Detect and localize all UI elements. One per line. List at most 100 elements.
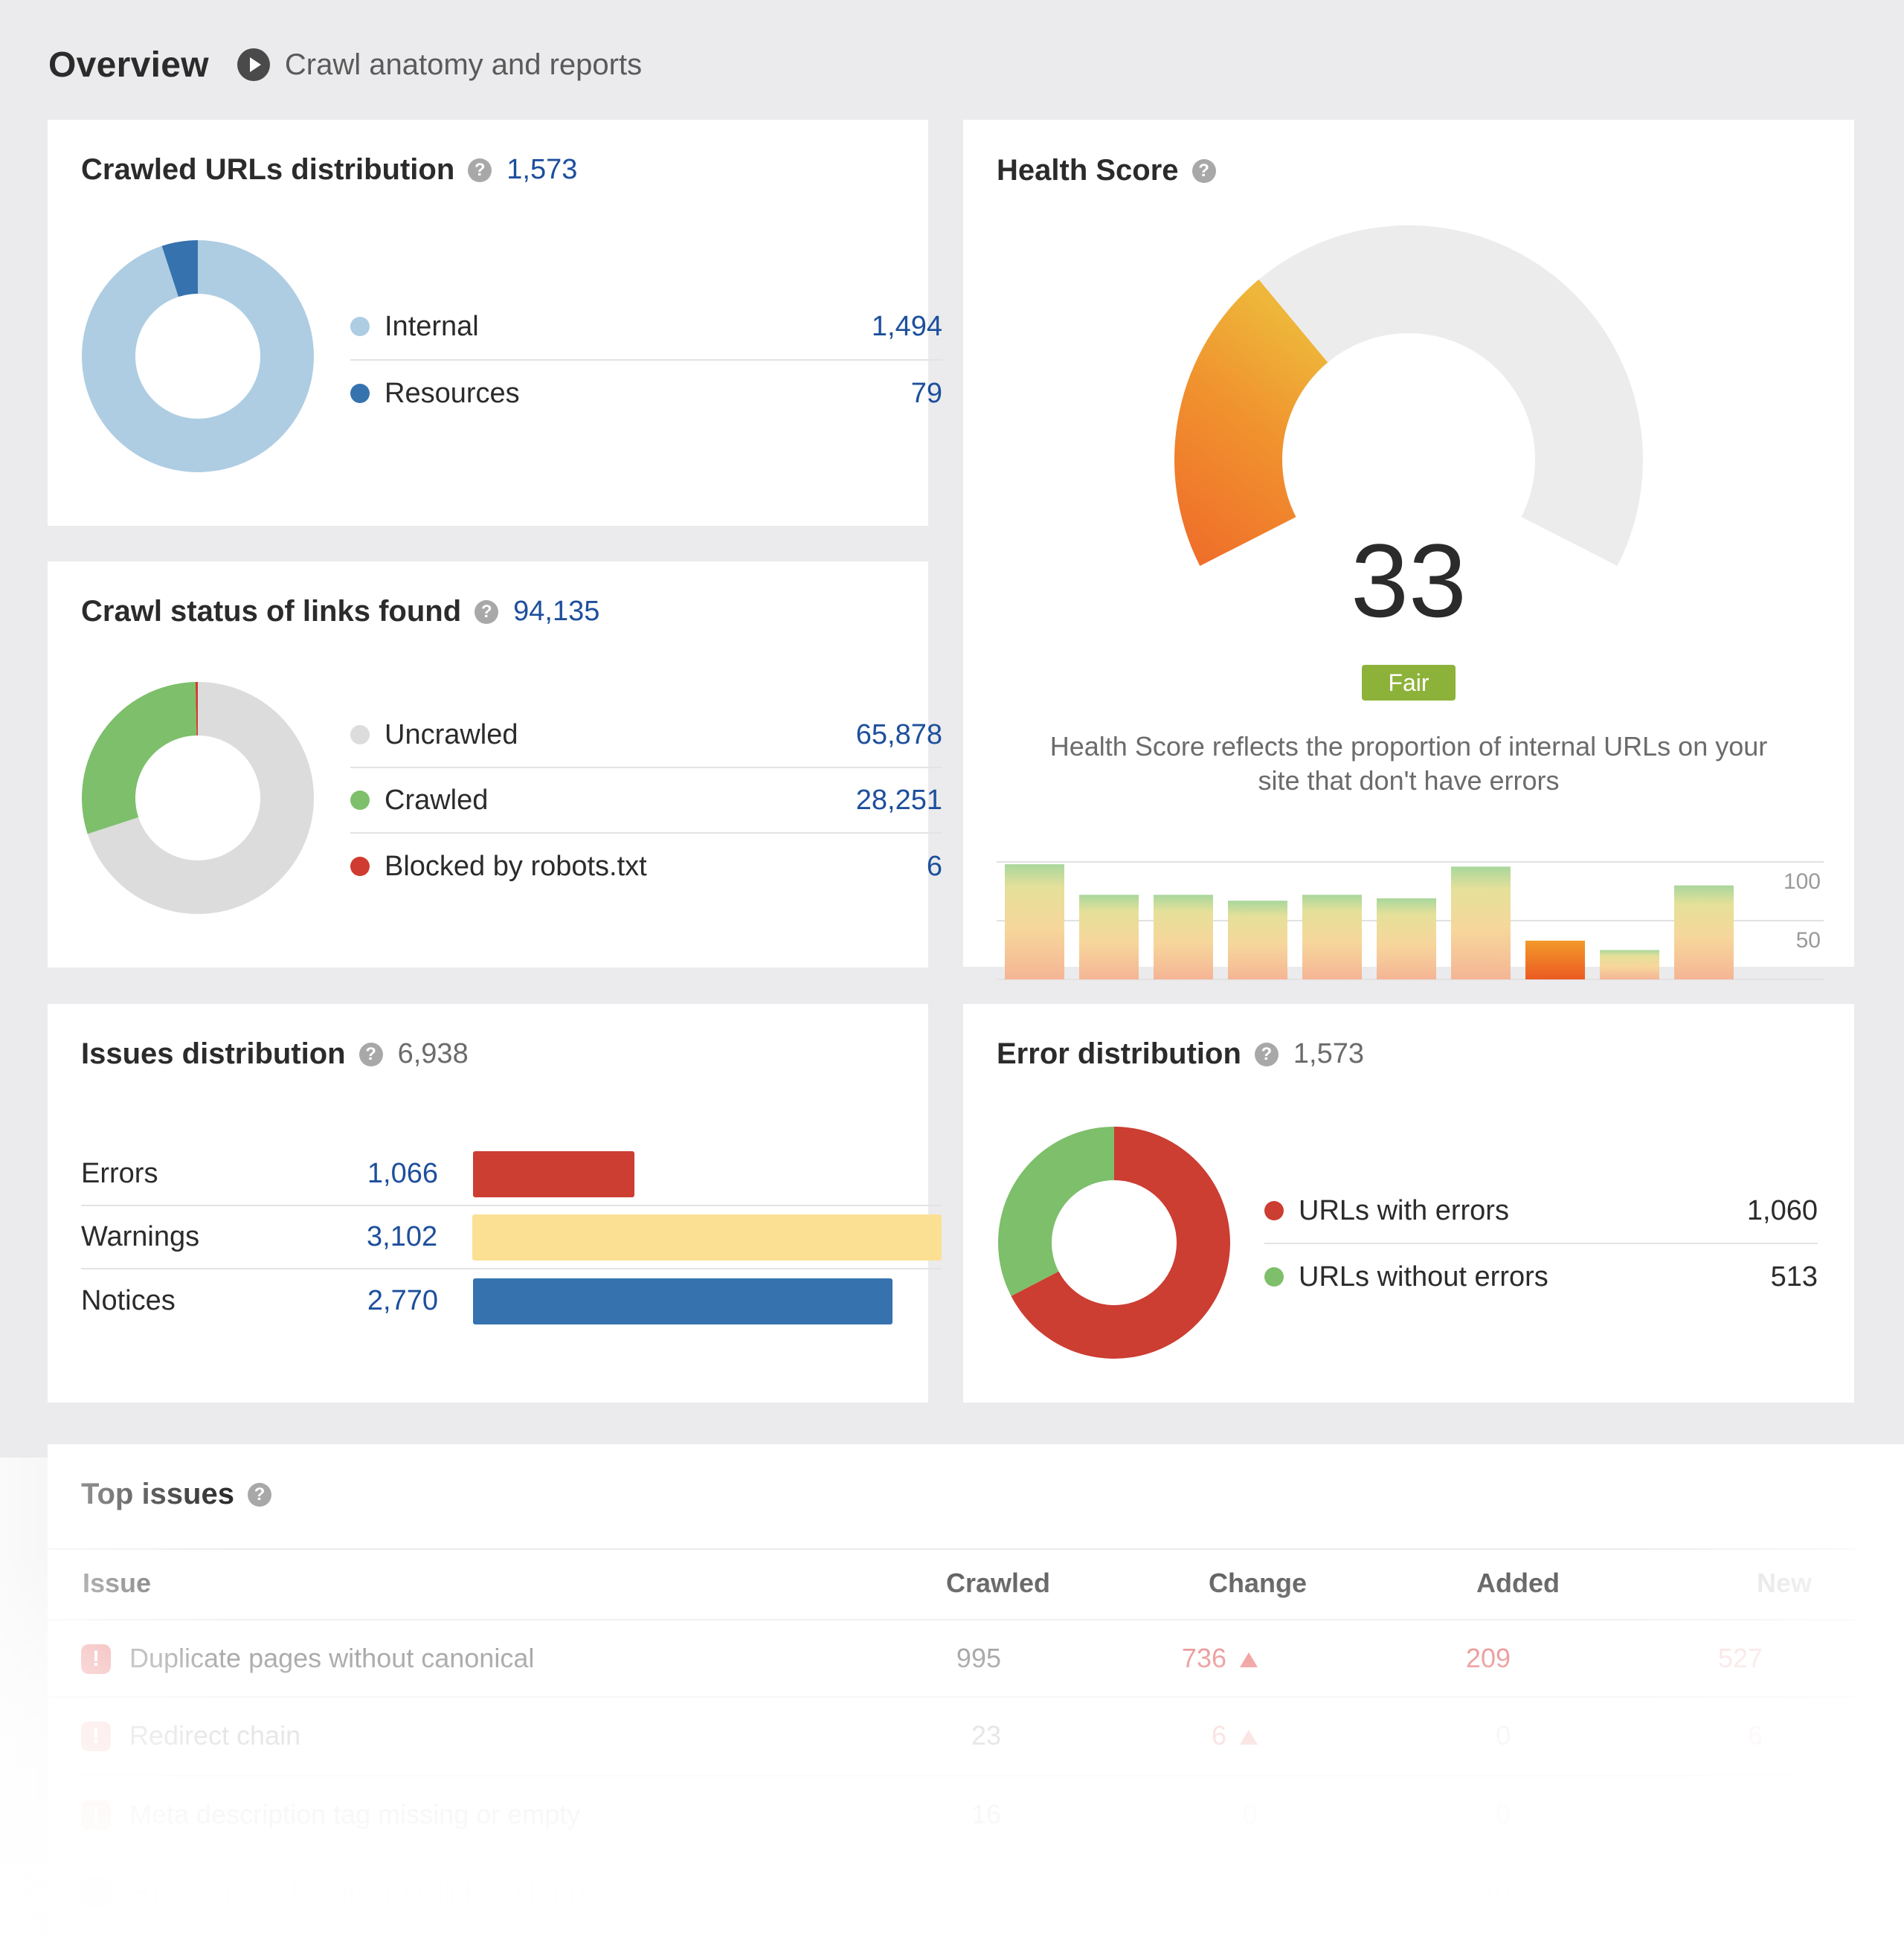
crawled-urls-total[interactable]: 1,573: [506, 154, 578, 185]
help-icon[interactable]: ?: [247, 1482, 271, 1507]
chart-bar[interactable]: [1228, 901, 1287, 979]
legend-value[interactable]: 6: [926, 850, 942, 882]
issue-name[interactable]: Meta description tag missing or empty: [129, 1799, 581, 1829]
issue-bar-notices[interactable]: [473, 1278, 892, 1324]
donut-slice-with-errors[interactable]: [1011, 1127, 1230, 1359]
table-row[interactable]: ! HTTPS page has internal links to HTTP …: [48, 1854, 1855, 1931]
issue-row-warnings[interactable]: Warnings 3,102: [81, 1206, 942, 1269]
page-title: Overview: [48, 45, 209, 85]
legend-label: Blocked by robots.txt: [385, 850, 647, 882]
chart-bar[interactable]: [1525, 940, 1585, 979]
crawled-value[interactable]: 23: [971, 1720, 1001, 1751]
play-icon[interactable]: [237, 48, 270, 81]
legend-dot: [1264, 1267, 1284, 1287]
health-description-line: Health Score reflects the proportion of …: [1049, 731, 1768, 762]
issue-bar-warnings[interactable]: [472, 1214, 942, 1261]
issue-value[interactable]: 2,770: [367, 1285, 438, 1316]
health-gauge: [1174, 225, 1643, 567]
issue-name[interactable]: HTTPS page has internal links to HTTP: [129, 1876, 599, 1907]
legend-label: URLs without errors: [1299, 1261, 1548, 1292]
change-value[interactable]: 6: [1212, 1720, 1258, 1751]
error-icon: !: [81, 1644, 111, 1674]
issue-name[interactable]: Redirect chain: [129, 1720, 301, 1751]
legend-row-internal[interactable]: Internal 1,494: [350, 294, 942, 361]
legend-value[interactable]: 513: [1770, 1261, 1818, 1292]
donut-slice-uncrawled[interactable]: [87, 682, 314, 914]
issues-total: 6,938: [397, 1038, 469, 1069]
legend-row-resources[interactable]: Resources 79: [350, 361, 942, 426]
legend-value[interactable]: 65,878: [855, 718, 942, 750]
issue-value[interactable]: 3,102: [367, 1221, 438, 1252]
legend-value[interactable]: 1,494: [871, 310, 942, 342]
change-value[interactable]: 0: [1242, 1799, 1258, 1829]
help-icon[interactable]: ?: [1191, 158, 1216, 183]
help-icon[interactable]: ?: [475, 599, 499, 624]
crawled-value[interactable]: 16: [971, 1799, 1001, 1829]
legend-value[interactable]: 79: [910, 377, 942, 409]
help-icon[interactable]: ?: [358, 1042, 383, 1066]
increase-arrow-icon: [1240, 1730, 1258, 1745]
help-icon[interactable]: ?: [468, 158, 492, 182]
issue-row-errors[interactable]: Errors 1,066: [81, 1143, 942, 1206]
donut-slice-blocked[interactable]: [195, 682, 198, 736]
error-legend: URLs with errors 1,060 URLs without erro…: [1264, 1179, 1818, 1310]
chart-bar[interactable]: [1302, 895, 1362, 979]
change-value[interactable]: 736: [1182, 1643, 1258, 1674]
crawled-urls-legend: Internal 1,494 Resources 79: [350, 294, 942, 426]
legend-row-without-errors[interactable]: URLs without errors 513: [1264, 1244, 1818, 1310]
column-header-issue[interactable]: Issue: [83, 1568, 152, 1598]
issue-row-notices[interactable]: Notices 2,770: [81, 1269, 942, 1333]
donut-slice-crawled[interactable]: [82, 682, 197, 834]
change-value[interactable]: 9: [1242, 1876, 1258, 1907]
column-header-change[interactable]: Change: [1208, 1568, 1307, 1598]
legend-dot: [350, 384, 370, 403]
legend-value[interactable]: 1,060: [1746, 1194, 1818, 1226]
legend-row-crawled[interactable]: Crawled 28,251: [350, 768, 942, 834]
issue-value[interactable]: 1,066: [367, 1158, 438, 1189]
added-value[interactable]: 209: [1465, 1643, 1511, 1673]
issue-bar-errors[interactable]: [473, 1150, 634, 1197]
health-description: Health Score reflects the proportion of …: [963, 730, 1854, 798]
new-value[interactable]: 6: [1747, 1720, 1763, 1751]
column-header-crawled[interactable]: Crawled: [945, 1568, 1050, 1598]
chart-bar[interactable]: [1079, 895, 1139, 979]
legend-row-with-errors[interactable]: URLs with errors 1,060: [1264, 1179, 1818, 1244]
legend-dot: [350, 725, 370, 744]
added-value[interactable]: 0: [1495, 1720, 1511, 1751]
donut-slice-without-errors[interactable]: [998, 1127, 1114, 1296]
legend-value[interactable]: 28,251: [855, 784, 942, 816]
table-row[interactable]: ! Meta description tag missing or empty …: [48, 1777, 1855, 1854]
issue-name[interactable]: Duplicate pages without canonical: [129, 1643, 535, 1673]
crawl-status-total[interactable]: 94,135: [513, 596, 600, 627]
crawl-status-title-row: Crawl status of links found ? 94,135: [81, 595, 599, 628]
table-row[interactable]: ! Redirect chain 23 6 0 6: [48, 1698, 1855, 1777]
table-row[interactable]: ! Duplicate pages without canonical 995 …: [48, 1620, 1855, 1698]
page-header: Overview Crawl anatomy and reports: [48, 39, 642, 91]
added-value[interactable]: 10: [1480, 1876, 1511, 1907]
issues-title-row: Issues distribution ? 6,938: [81, 1037, 469, 1071]
top-issues-card: Top issues ? Issue Crawled Change Added …: [48, 1444, 1904, 1938]
donut-slice-internal[interactable]: [82, 240, 314, 472]
legend-dot: [350, 857, 370, 876]
chart-bar[interactable]: [1674, 885, 1734, 979]
chart-bar[interactable]: [1005, 864, 1064, 979]
donut-slice-resources[interactable]: [161, 240, 198, 297]
chart-bar[interactable]: [1451, 866, 1511, 979]
chart-bar[interactable]: [1154, 895, 1213, 979]
crawled-value[interactable]: 995: [956, 1643, 1001, 1673]
legend-row-uncrawled[interactable]: Uncrawled 65,878: [350, 703, 942, 768]
crawled-value[interactable]: 12: [971, 1876, 1001, 1907]
chart-bar[interactable]: [1377, 898, 1436, 979]
added-value[interactable]: 0: [1495, 1799, 1511, 1829]
legend-row-blocked[interactable]: Blocked by robots.txt 6: [350, 834, 942, 899]
column-header-added[interactable]: Added: [1476, 1568, 1560, 1598]
help-icon[interactable]: ?: [1254, 1042, 1279, 1066]
change-number: 736: [1181, 1643, 1226, 1673]
issue-label: Notices: [81, 1285, 176, 1316]
page-subtitle[interactable]: Crawl anatomy and reports: [284, 48, 643, 81]
error-icon: !: [81, 1722, 111, 1751]
new-value[interactable]: 527: [1717, 1643, 1763, 1673]
issue-label: Warnings: [81, 1221, 200, 1252]
chart-bar[interactable]: [1600, 950, 1659, 980]
column-header-new[interactable]: New: [1756, 1568, 1812, 1598]
